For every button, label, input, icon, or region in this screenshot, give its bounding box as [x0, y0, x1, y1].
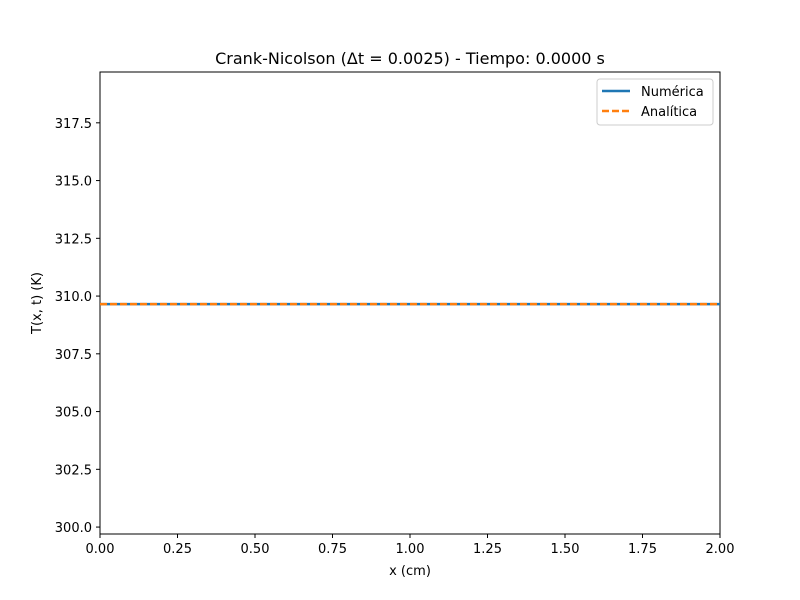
x-tick-label: 1.50	[551, 542, 580, 557]
y-tick-label: 307.5	[55, 348, 92, 363]
x-tick-label: 0.25	[163, 542, 192, 557]
x-tick-label: 0.00	[86, 542, 115, 557]
x-tick-label: 0.50	[241, 542, 270, 557]
x-tick-label: 2.00	[706, 542, 735, 557]
legend-label-numerica: Numérica	[641, 85, 704, 100]
y-tick-label: 305.0	[55, 406, 92, 421]
y-tick-label: 310.0	[55, 290, 92, 305]
x-tick-label: 1.00	[396, 542, 425, 557]
y-tick-label: 317.5	[55, 117, 92, 132]
x-tick-label: 0.75	[318, 542, 347, 557]
y-tick-label: 302.5	[55, 463, 92, 478]
x-tick-label: 1.75	[628, 542, 657, 557]
y-tick-label: 315.0	[55, 175, 92, 190]
legend: Numérica Analítica	[596, 78, 714, 126]
x-axis: 0.00 0.25 0.50 0.75 1.00 1.25 1.50 1.75 2.00	[86, 534, 735, 557]
x-axis-label: x (cm)	[389, 564, 431, 579]
chart-title: Crank-Nicolson (Δt = 0.0025) - Tiempo: 0…	[215, 49, 605, 68]
y-axis: 300.0 302.5 305.0 307.5 310.0 312.5 315.0 317.5	[55, 117, 100, 536]
plot-area	[99, 71, 721, 535]
x-tick-label: 1.25	[473, 542, 502, 557]
y-axis-label: T(x, t) (K)	[30, 272, 45, 335]
y-tick-label: 312.5	[55, 232, 92, 247]
y-tick-label: 300.0	[55, 521, 92, 536]
legend-label-analitica: Analítica	[641, 105, 697, 120]
